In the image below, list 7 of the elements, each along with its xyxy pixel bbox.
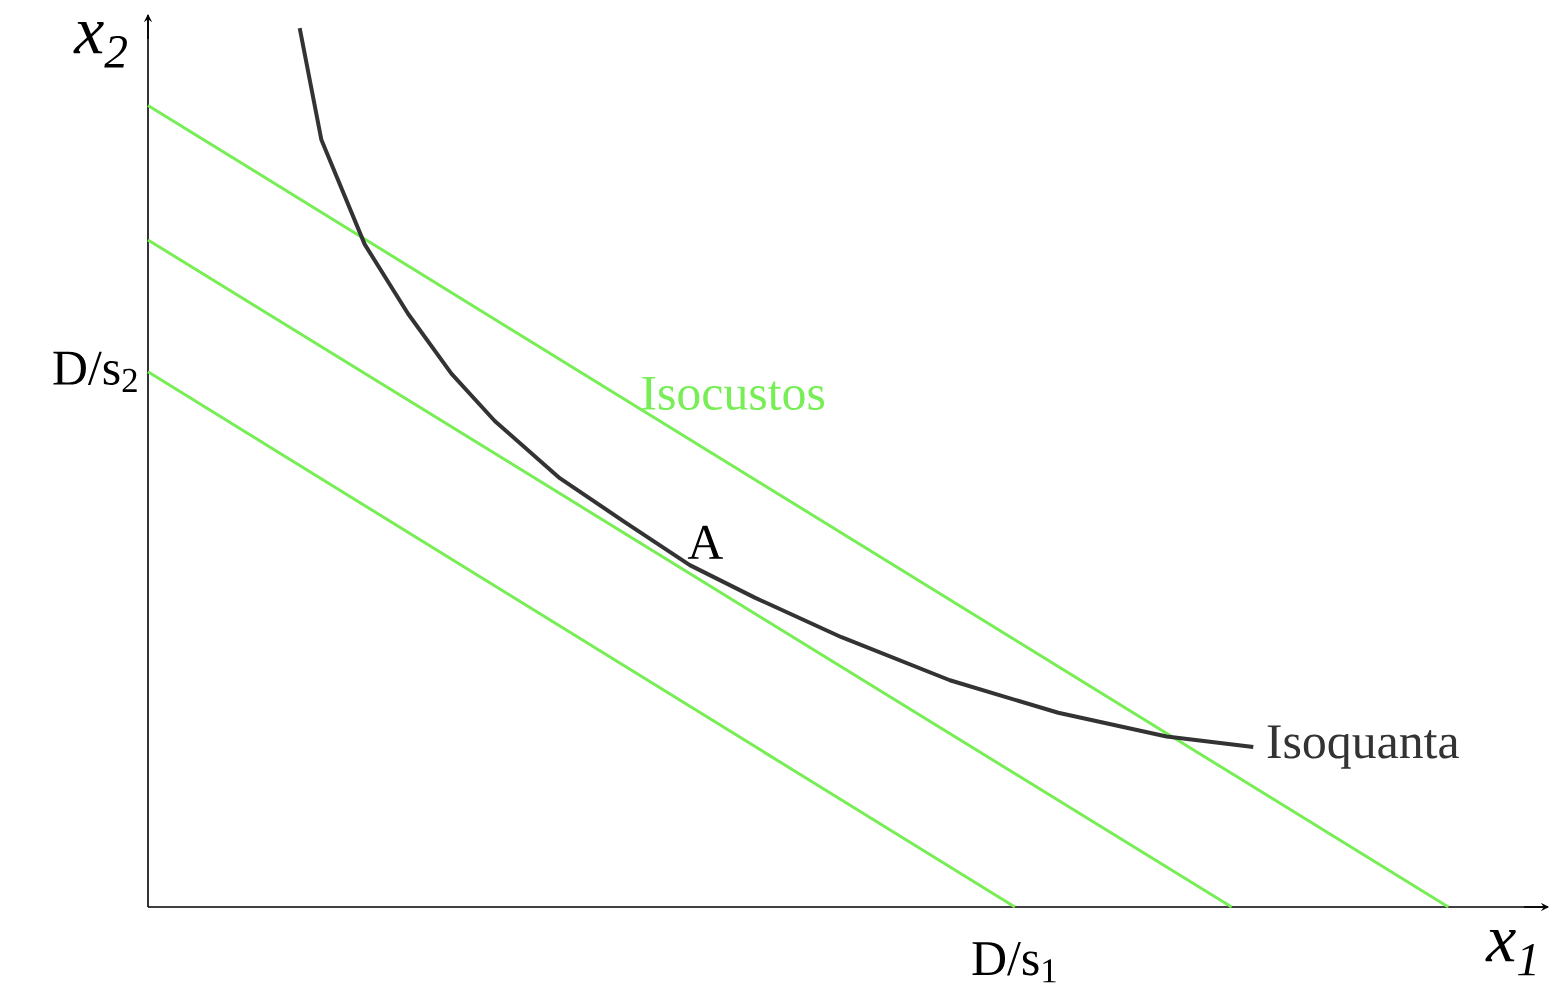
text: D/s$_{1}$ (972, 942, 1056, 983)
series-label: Isocustos (642, 376, 825, 411)
x-axis-title: x$_{1}$ (1485, 930, 1535, 976)
y-axis-title: x$_{2}$ (73, 22, 127, 68)
annotation: A (687, 525, 723, 559)
text: D/s$_{2}$ (53, 351, 137, 392)
series-label: Isoquanta (1267, 725, 1459, 769)
